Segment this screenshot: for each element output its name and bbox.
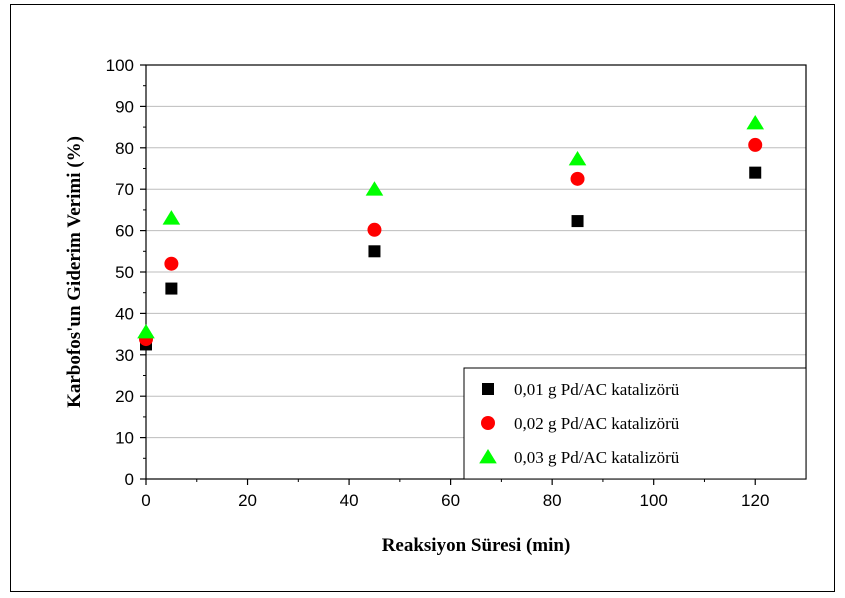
- legend-label-2: 0,02 g Pd/AC katalizörü: [514, 414, 680, 433]
- x-axis-title: Reaksiyon Süresi (min): [382, 535, 571, 556]
- square-point: [165, 282, 178, 295]
- x-tick-label: 80: [543, 491, 562, 510]
- y-tick-label: 50: [115, 263, 134, 282]
- x-tick-label: 0: [141, 491, 150, 510]
- triangle-point: [365, 181, 384, 196]
- triangle-point: [162, 210, 181, 225]
- circle-point: [570, 171, 585, 186]
- square-point: [368, 245, 381, 258]
- square-point: [571, 215, 584, 228]
- x-tick-label: 40: [340, 491, 359, 510]
- legend-label-3: 0,03 g Pd/AC katalizörü: [514, 448, 680, 467]
- triangle-point: [568, 150, 587, 166]
- y-tick-label: 80: [115, 139, 134, 158]
- data-points: [137, 114, 765, 351]
- y-axis-title: Karbofos'un Giderim Verimi (%): [64, 136, 85, 408]
- chart-frame: [10, 4, 835, 592]
- legend-label-1: 0,01 g Pd/AC katalizörü: [514, 380, 680, 399]
- legend: 0,01 g Pd/AC katalizörü 0,02 g Pd/AC kata…: [463, 367, 807, 480]
- y-tick-label: 60: [115, 222, 134, 241]
- series-2: [139, 137, 763, 347]
- y-tick-label: 30: [115, 346, 134, 365]
- triangle-point: [746, 114, 765, 130]
- y-tick-label: 40: [115, 304, 134, 323]
- x-tick-label: 60: [441, 491, 460, 510]
- legend-marker-1: [482, 383, 494, 395]
- legend-box: [463, 367, 807, 480]
- series-1: [140, 166, 762, 351]
- axis-ticks: 0 10 20 30 40 50 60 70 80 90 100 0 20 40 60 80 100 120: [106, 56, 770, 510]
- y-tick-label: 100: [106, 56, 134, 75]
- x-tick-label: 120: [741, 491, 769, 510]
- circle-point: [164, 256, 179, 271]
- y-tick-label: 20: [115, 387, 134, 406]
- x-tick-label: 100: [640, 491, 668, 510]
- y-tick-label: 0: [125, 470, 134, 489]
- circle-point: [367, 222, 382, 237]
- legend-marker-3: [479, 449, 497, 464]
- y-tick-label: 90: [115, 97, 134, 116]
- y-tick-label: 70: [115, 180, 134, 199]
- square-point: [749, 166, 762, 179]
- x-tick-label: 20: [238, 491, 257, 510]
- y-tick-label: 10: [115, 429, 134, 448]
- triangle-point: [137, 324, 155, 339]
- series-3: [137, 114, 765, 339]
- circle-point: [748, 137, 763, 152]
- legend-marker-2: [481, 416, 495, 430]
